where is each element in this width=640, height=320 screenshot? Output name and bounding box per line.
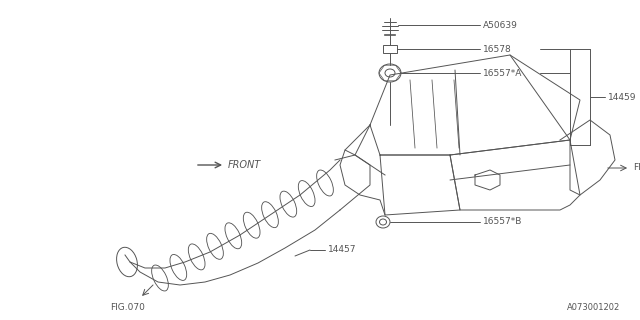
Text: FIG.070: FIG.070: [110, 303, 145, 313]
Text: 16557*A: 16557*A: [483, 68, 522, 77]
Text: 14457: 14457: [328, 245, 356, 254]
Bar: [383, 45, 397, 53]
Text: A50639: A50639: [483, 20, 518, 29]
Text: A073001202: A073001202: [567, 303, 620, 312]
Text: FIG.070: FIG.070: [633, 164, 640, 172]
Text: 16557*B: 16557*B: [483, 218, 522, 227]
Text: 16578: 16578: [483, 44, 512, 53]
Text: FRONT: FRONT: [228, 160, 261, 170]
Text: 14459: 14459: [608, 92, 637, 101]
